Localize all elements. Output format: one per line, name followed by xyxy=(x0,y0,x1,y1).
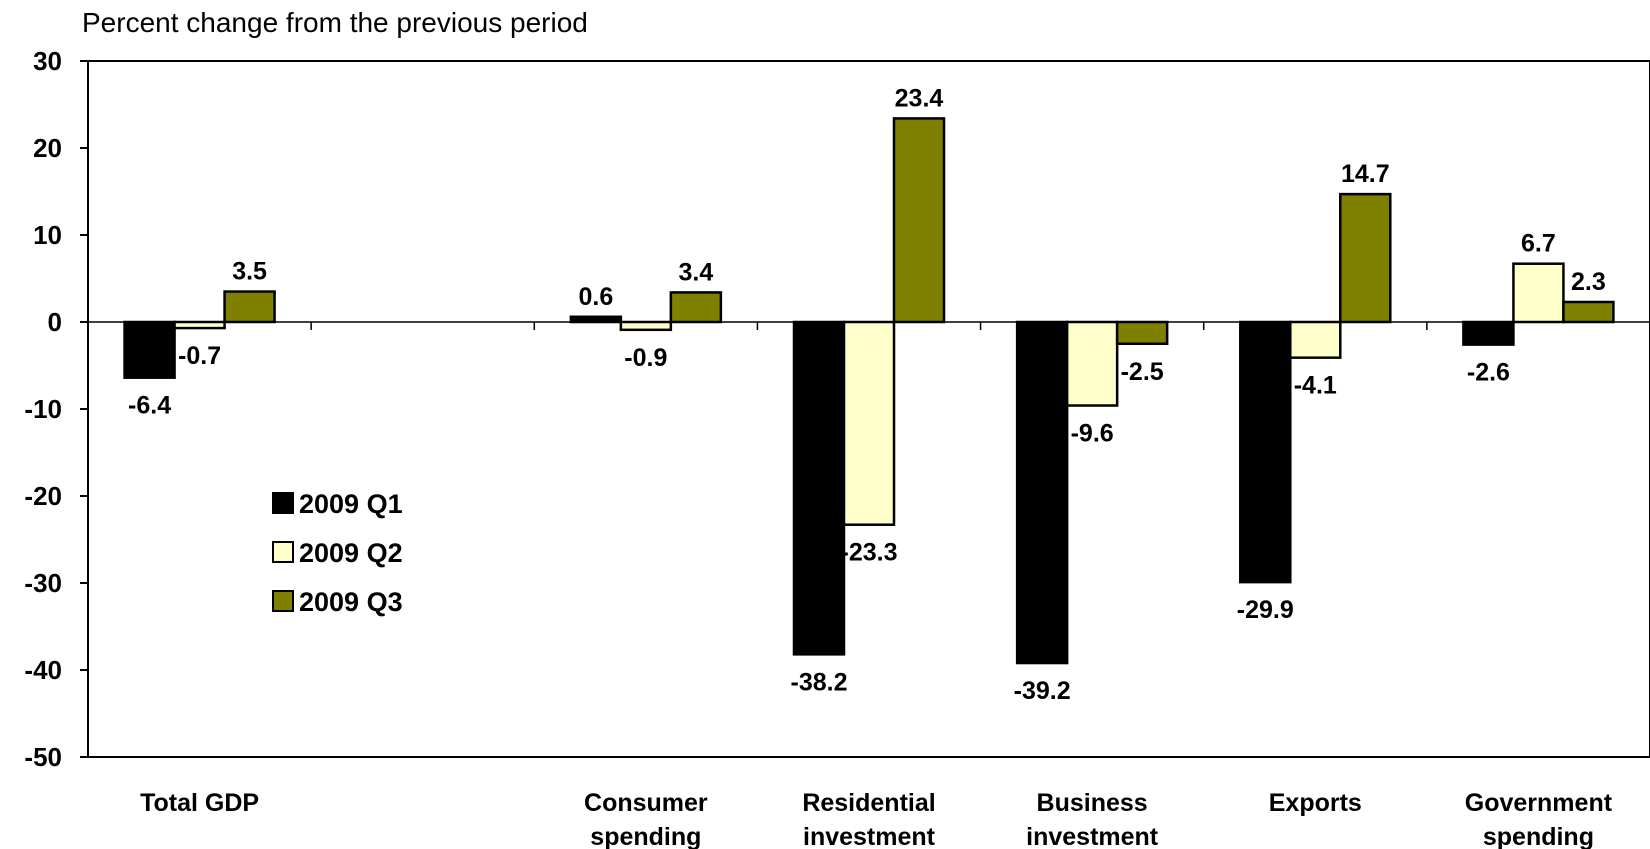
chart-marks: 30 20 10 0 -10 -20 -30 -40 -50 Total GDP Consumer s… xyxy=(24,46,1650,849)
bar xyxy=(1015,320,1069,665)
data-label: -6.4 xyxy=(128,392,171,420)
bar xyxy=(1239,320,1292,584)
bar xyxy=(892,117,946,324)
data-label: -0.7 xyxy=(178,342,221,370)
y-tick-label: -50 xyxy=(24,742,62,772)
y-tick-label: -40 xyxy=(24,655,62,685)
data-label: -4.1 xyxy=(1294,372,1337,400)
legend-swatch xyxy=(272,541,294,563)
data-label: -38.2 xyxy=(791,668,848,696)
data-label: 6.7 xyxy=(1521,230,1556,258)
data-label: -29.9 xyxy=(1237,596,1294,624)
bar xyxy=(669,291,723,324)
category-label: investment xyxy=(803,823,936,849)
y-tick-label: -10 xyxy=(24,394,62,424)
data-label: 3.5 xyxy=(232,258,267,286)
data-label: -2.5 xyxy=(1121,358,1164,386)
category-label: investment xyxy=(1026,823,1159,849)
bar xyxy=(569,315,623,324)
legend-label: 2009 Q2 xyxy=(299,538,403,568)
bar xyxy=(1512,262,1565,324)
category-label: Total GDP xyxy=(140,789,259,817)
bar xyxy=(619,320,673,332)
bar xyxy=(1339,192,1392,324)
bar xyxy=(792,320,846,656)
bar xyxy=(223,290,276,324)
y-tick-label: -30 xyxy=(24,568,62,598)
data-label: 3.4 xyxy=(678,258,713,286)
y-tick-label: 20 xyxy=(33,133,62,163)
legend-swatch xyxy=(272,492,294,514)
bar xyxy=(1065,320,1119,407)
data-label: -0.9 xyxy=(624,344,667,372)
y-tick-label: 30 xyxy=(33,46,62,76)
legend-label: 2009 Q3 xyxy=(299,587,403,617)
data-label: 0.6 xyxy=(578,283,613,311)
bar xyxy=(842,320,896,526)
data-label: 14.7 xyxy=(1341,160,1390,188)
y-tick-label: 0 xyxy=(48,307,62,337)
data-label: -39.2 xyxy=(1014,677,1071,705)
bar xyxy=(1289,320,1342,359)
data-label: 2.3 xyxy=(1571,268,1606,296)
legend-label: 2009 Q1 xyxy=(299,489,403,519)
bar xyxy=(1562,300,1615,324)
legend-swatch xyxy=(272,590,294,612)
data-label: -9.6 xyxy=(1071,420,1114,448)
bar xyxy=(1462,320,1515,346)
bar xyxy=(1115,320,1169,345)
bar xyxy=(173,320,226,330)
y-tick-label: 10 xyxy=(33,220,62,250)
category-label: Residential xyxy=(802,789,935,817)
bar xyxy=(123,320,176,379)
y-axis-label: Percent change from the previous period xyxy=(82,7,588,38)
category-label: Business xyxy=(1037,789,1148,817)
y-tick-label: -20 xyxy=(24,481,62,511)
category-label: spending xyxy=(1483,823,1594,849)
data-label: -2.6 xyxy=(1467,359,1510,387)
category-label: Exports xyxy=(1269,789,1362,817)
data-label: -23.3 xyxy=(841,539,898,567)
category-label: Government xyxy=(1465,789,1613,817)
category-label: spending xyxy=(590,823,701,849)
data-label: 23.4 xyxy=(895,84,944,112)
category-label: Consumer xyxy=(584,789,708,817)
